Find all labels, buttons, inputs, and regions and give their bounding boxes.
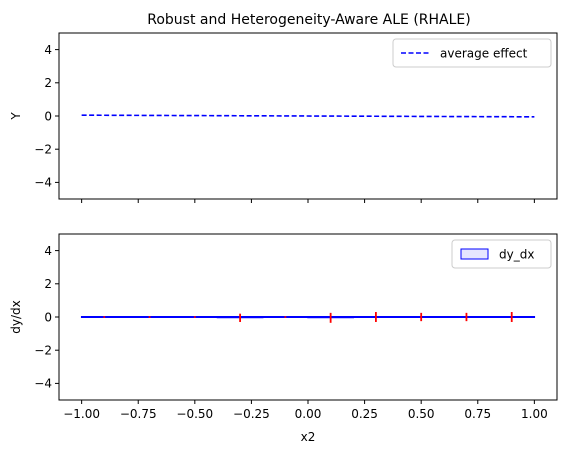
bottom-legend-swatch [460,248,489,260]
bottom-xtick-label: 0.50 [408,407,435,421]
top-ylabel: Y [9,112,23,121]
top-ytick-label: −4 [34,176,52,190]
bottom-bins [80,312,536,323]
bottom-ytick-label: 0 [44,310,52,324]
bottom-xtick-label: 0.25 [351,407,378,421]
top-ytick-label: 0 [44,109,52,123]
top-panel: −4 −2 0 2 4 Y average effect [9,32,558,203]
bottom-legend-box [451,239,552,269]
bottom-ytick-label: −4 [34,377,52,391]
bottom-xtick-label: −0.75 [120,407,157,421]
top-legend-box [392,38,552,68]
bottom-yticks: −4 −2 0 2 4 [34,244,59,391]
bottom-xtick-label: 0.75 [464,407,491,421]
bottom-xtick-label: −1.00 [63,407,100,421]
top-xticks [81,199,535,203]
bottom-legend: dy_dx [451,239,552,269]
bottom-panel: −1.00 −0.75 −0.50 −0.25 0.00 0.25 0.50 0.75 1.00… [9,233,558,444]
bottom-xticks: −1.00 −0.75 −0.50 −0.25 0.00 0.25 0.50 0.75 1.00 [63,400,548,421]
chart-title: Robust and Heterogeneity-Aware ALE (RHAL… [147,12,470,28]
bottom-ytick-label: −2 [34,344,52,358]
top-ytick-label: 2 [44,76,52,90]
top-ytick-label: −2 [34,143,52,157]
top-ytick-label: 4 [44,43,52,57]
bottom-ylabel: dy/dx [9,300,23,333]
bottom-legend-label: dy_dx [499,248,534,262]
bottom-xtick-label: −0.25 [233,407,270,421]
top-series [81,114,535,118]
bottom-xlabel: x2 [301,430,316,444]
bottom-ytick-label: 2 [44,277,52,291]
bottom-xtick-label: 0.00 [295,407,322,421]
top-yticks: −4 −2 0 2 4 [34,43,59,190]
bottom-axes-frame [58,233,558,401]
bottom-ytick-label: 4 [44,244,52,258]
bottom-xtick-label: 1.00 [521,407,548,421]
top-axes-frame [58,32,558,200]
top-legend: average effect [392,38,552,68]
bottom-xtick-label: −0.50 [176,407,213,421]
top-legend-label: average effect [440,47,528,61]
average-effect-line [81,114,535,118]
